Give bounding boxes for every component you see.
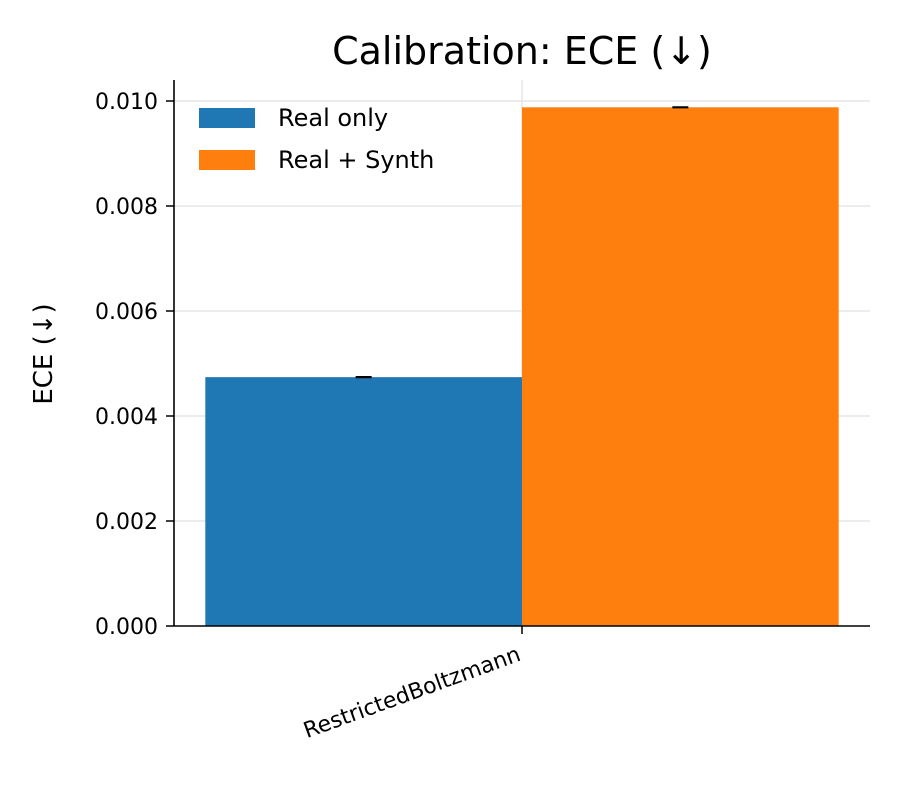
y-tick-label: 0.010 [95, 90, 158, 115]
y-tick-label: 0.000 [95, 615, 158, 640]
error-bars [355, 106, 689, 379]
legend-label: Real + Synth [278, 146, 434, 174]
legend-label: Real only [278, 104, 388, 132]
y-tick-label: 0.004 [95, 405, 158, 430]
x-ticks: RestrictedBoltzmann [300, 626, 524, 744]
bars [205, 107, 839, 627]
legend-swatch [199, 150, 255, 170]
legend-swatch [199, 108, 255, 128]
legend: Real only Real + Synth [199, 104, 434, 174]
chart-title: Calibration: ECE (↓) [332, 29, 712, 73]
y-ticks: 0.000 0.002 0.004 0.006 0.008 0.010 [95, 90, 174, 640]
y-tick-label: 0.006 [95, 300, 158, 325]
bar [522, 107, 839, 627]
y-tick-label: 0.002 [95, 510, 158, 535]
y-tick-label: 0.008 [95, 195, 158, 220]
x-tick-label: RestrictedBoltzmann [300, 642, 524, 744]
bar [205, 377, 522, 626]
y-axis-label: ECE (↓) [29, 303, 59, 404]
